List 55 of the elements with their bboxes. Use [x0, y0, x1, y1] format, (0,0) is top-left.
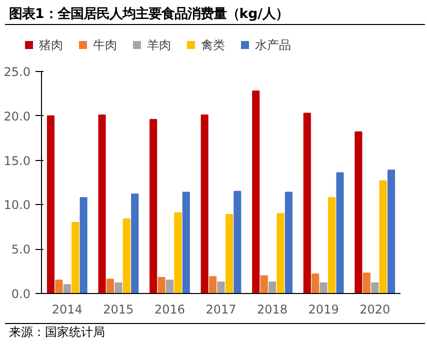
- y-tick-label: 10.0: [4, 198, 30, 212]
- x-tick-label: 2014: [52, 302, 82, 317]
- bar: [114, 282, 122, 294]
- bar: [320, 282, 328, 294]
- bar: [150, 119, 158, 294]
- y-tick-label: 0.0: [11, 287, 31, 302]
- bar: [98, 114, 106, 294]
- x-tick-label: 2016: [154, 302, 185, 317]
- bar: [387, 170, 396, 294]
- bar: [122, 218, 130, 294]
- bar: [260, 275, 268, 294]
- x-tick-label: 2017: [206, 302, 236, 317]
- bar: [80, 197, 88, 294]
- bar: [225, 214, 233, 294]
- bar: [200, 114, 208, 294]
- bar: [55, 280, 63, 294]
- x-tick-label: 2019: [308, 302, 339, 317]
- bar: [276, 213, 284, 294]
- bar: [312, 274, 320, 294]
- legend-label: 羊肉: [146, 38, 171, 52]
- x-tick-label: 2020: [360, 302, 390, 317]
- y-tick-label: 15.0: [4, 154, 30, 168]
- bar: [379, 180, 387, 294]
- bar: [46, 116, 55, 294]
- chart-title: 图表1：全国居民人均主要食品消费量（kg/人）: [9, 5, 289, 24]
- bar: [303, 112, 311, 294]
- bar: [166, 280, 174, 294]
- bar: [362, 272, 370, 294]
- source-note: 来源：国家统计局: [9, 324, 105, 342]
- legend-label: 水产品: [254, 38, 291, 52]
- bar: [336, 172, 344, 294]
- bar: [158, 277, 166, 294]
- bar: [354, 132, 362, 294]
- bar: [174, 212, 182, 294]
- y-tick-label: 5.0: [11, 242, 31, 257]
- y-tick-label: 20.0: [4, 110, 30, 124]
- bar: [234, 191, 242, 294]
- bar: [371, 282, 379, 294]
- bar: [106, 278, 114, 294]
- bar: [328, 197, 336, 294]
- bar: [131, 194, 139, 294]
- legend-label: 猪肉: [38, 38, 63, 52]
- bar: [63, 284, 71, 294]
- bar: [209, 276, 217, 294]
- bar: [252, 90, 260, 294]
- bar: [217, 282, 225, 294]
- y-tick-label: 25.0: [4, 65, 30, 80]
- bar: [182, 192, 190, 294]
- x-tick-label: 2015: [103, 302, 134, 317]
- bar: [284, 192, 292, 294]
- legend-label: 牛肉: [92, 38, 117, 52]
- bar: [72, 222, 80, 294]
- legend-label: 禽类: [200, 38, 225, 52]
- x-tick-label: 2018: [257, 302, 288, 317]
- bar: [268, 282, 276, 294]
